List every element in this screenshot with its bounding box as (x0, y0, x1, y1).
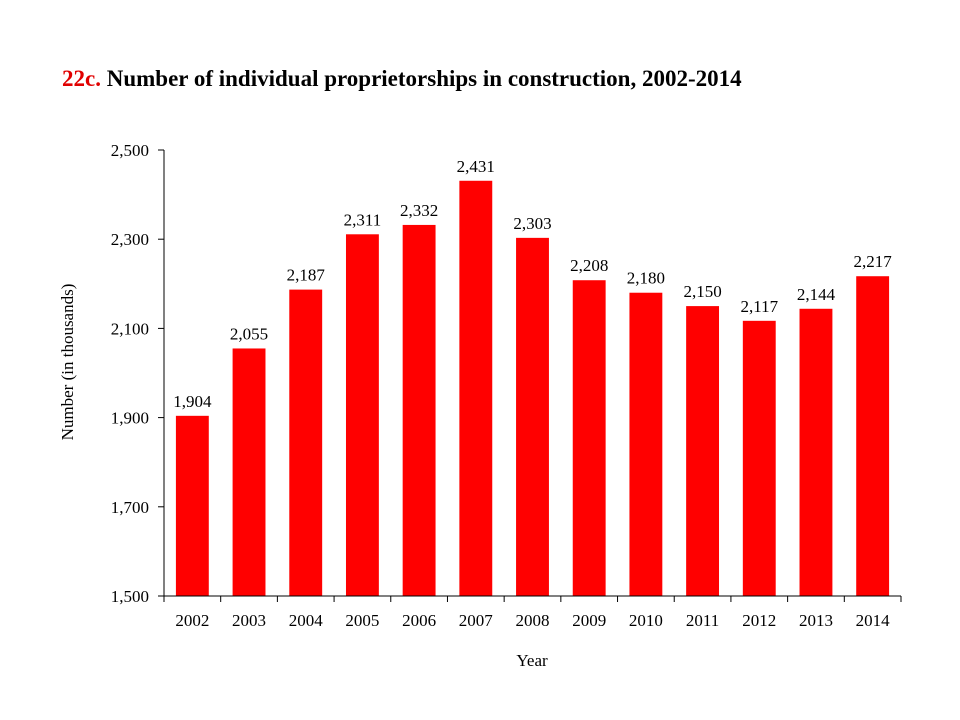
bar-2002 (175, 415, 209, 596)
y-axis-title: Number (in thousands) (58, 284, 77, 441)
chart-title-text: Number of individual proprietorships in … (100, 66, 742, 91)
bar-2004 (289, 289, 323, 596)
data-label-2008: 2,303 (513, 214, 551, 233)
data-labels-group: 1,904 2,055 2,187 2,311 2,332 2,431 2,303 2,208… (173, 157, 892, 411)
y-tick-label-2500: 2,500 (111, 141, 149, 160)
data-label-2009: 2,208 (570, 256, 608, 275)
data-label-2013: 2,144 (797, 285, 836, 304)
bar-2006 (402, 224, 436, 596)
data-label-2004: 2,187 (287, 266, 326, 285)
x-tick-label-2012: 2012 (742, 611, 776, 630)
x-tick-label-2008: 2008 (516, 611, 550, 630)
x-tick-label-2004: 2004 (289, 611, 324, 630)
bars-group (175, 180, 890, 597)
data-label-2014: 2,217 (854, 252, 893, 271)
bar-2010 (629, 292, 663, 596)
data-label-2005: 2,311 (344, 210, 382, 229)
bar-2005 (345, 234, 379, 597)
x-tick-label-2003: 2003 (232, 611, 266, 630)
x-tick-label-2009: 2009 (572, 611, 606, 630)
bar-2011 (686, 306, 720, 596)
bar-2009 (572, 280, 606, 596)
x-tick-label-2014: 2014 (856, 611, 891, 630)
x-tick-label-2007: 2007 (459, 611, 494, 630)
y-tick-label-1500: 1,500 (111, 587, 149, 606)
bar-2012 (742, 320, 776, 596)
y-tick-label-2100: 2,100 (111, 319, 149, 338)
data-label-2011: 2,150 (683, 282, 721, 301)
chart-title: 22c. Number of individual proprietorship… (62, 66, 742, 92)
x-tick-label-2011: 2011 (686, 611, 719, 630)
x-tick-label-2002: 2002 (175, 611, 209, 630)
bar-2013 (799, 308, 833, 596)
data-label-2002: 1,904 (173, 392, 212, 411)
x-tick-label-2010: 2010 (629, 611, 663, 630)
bar-2007 (459, 180, 493, 596)
y-tick-label-2300: 2,300 (111, 230, 149, 249)
data-label-2007: 2,431 (457, 157, 495, 176)
x-tick-label-2005: 2005 (345, 611, 379, 630)
data-label-2010: 2,180 (627, 269, 665, 288)
data-label-2012: 2,117 (740, 297, 778, 316)
y-tick-label-1900: 1,900 (111, 409, 149, 428)
bar-2008 (516, 237, 549, 597)
axes-group: 2002 2003 2004 2005 2006 2007 2008 2009 2010 2011… (111, 141, 902, 630)
y-tick-label-1700: 1,700 (111, 498, 149, 517)
data-label-2006: 2,332 (400, 201, 438, 220)
data-label-2003: 2,055 (230, 324, 268, 343)
bar-2014 (856, 276, 890, 596)
x-tick-label-2013: 2013 (799, 611, 833, 630)
x-tick-label-2006: 2006 (402, 611, 436, 630)
x-axis-title: Year (516, 651, 548, 670)
bar-2003 (232, 348, 266, 596)
chart-title-prefix: 22c. (62, 66, 101, 91)
